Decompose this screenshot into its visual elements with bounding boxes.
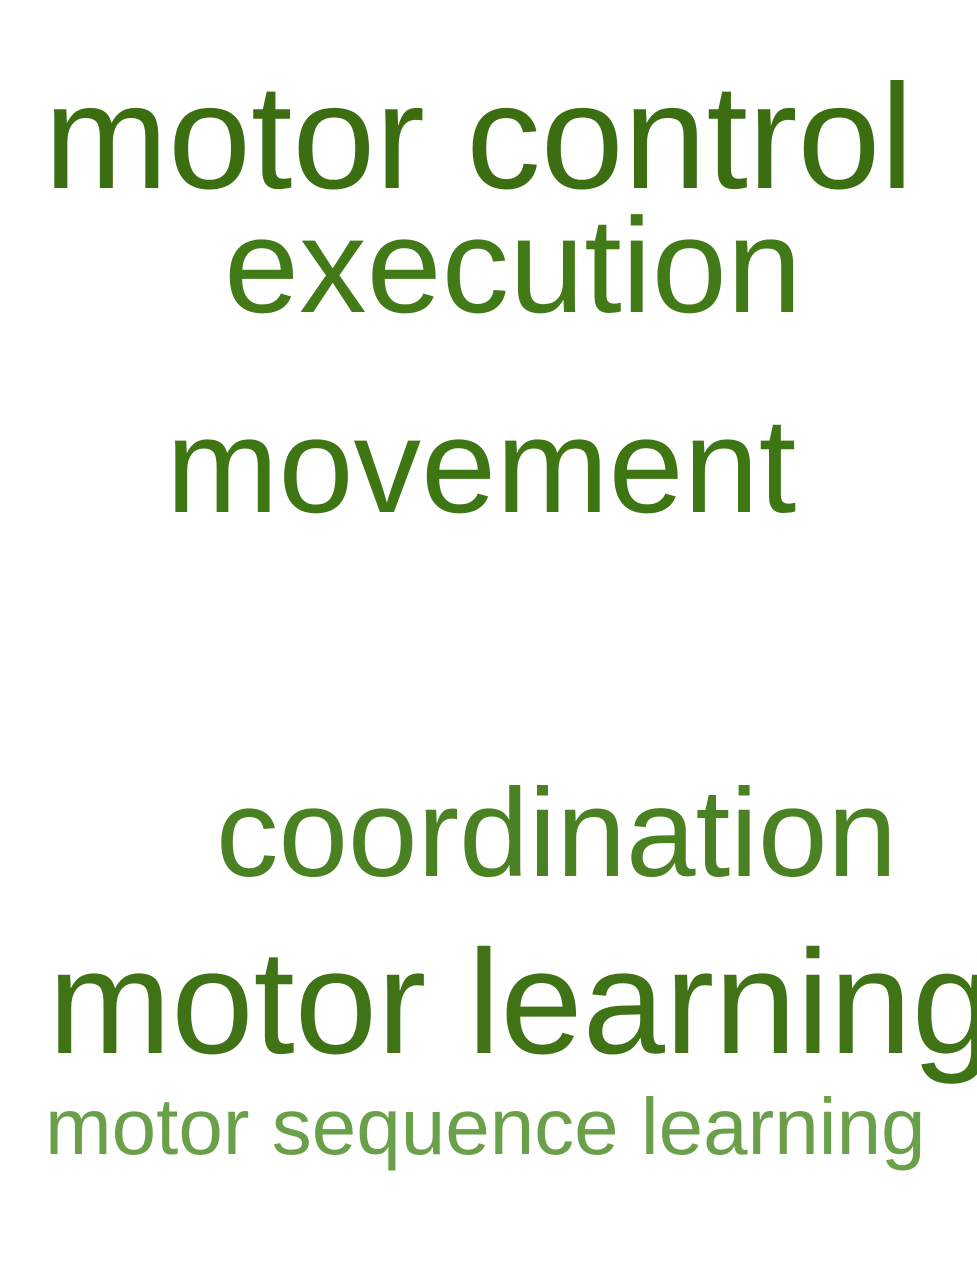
word-motor-control: motor control (44, 53, 914, 220)
word-coordination: coordination (216, 764, 898, 903)
word-movement: movement (166, 390, 797, 541)
word-execution: execution (224, 190, 802, 341)
word-motor-learning: motor learning (48, 920, 977, 1085)
word-motor-sequence-learning: motor sequence learning (45, 1082, 926, 1171)
